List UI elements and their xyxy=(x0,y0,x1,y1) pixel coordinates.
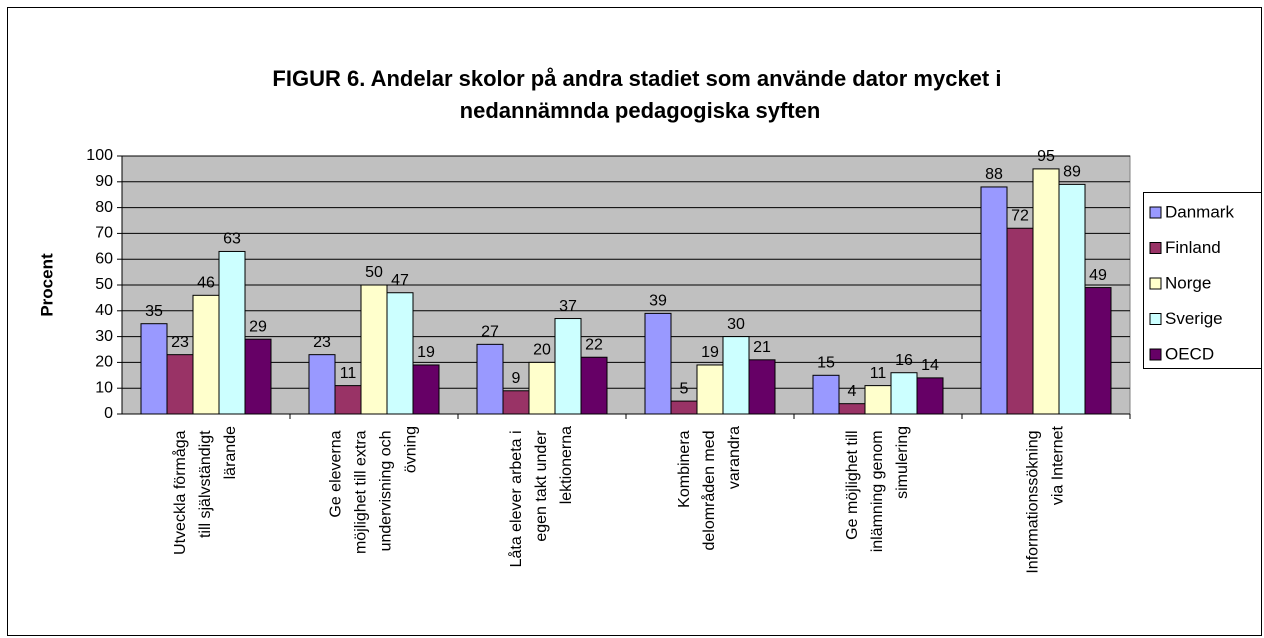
legend-label: OECD xyxy=(1165,344,1214,363)
data-label: 89 xyxy=(1063,164,1081,181)
data-label: 39 xyxy=(649,293,667,310)
bar xyxy=(916,377,944,415)
data-label: 37 xyxy=(559,298,577,315)
data-label: 50 xyxy=(365,264,383,281)
bar xyxy=(980,186,1008,415)
bar xyxy=(360,284,388,415)
legend-label: Sverige xyxy=(1165,309,1223,328)
x-tick-label: Utveckla förmåga till självständigt lära… xyxy=(171,426,239,555)
bar xyxy=(696,364,724,415)
data-label: 49 xyxy=(1089,267,1107,284)
data-label: 29 xyxy=(249,318,267,335)
x-tick-label: Kombinera delområden med varandra xyxy=(676,426,743,551)
y-tick-label: 80 xyxy=(95,199,113,216)
x-tick-label: Informationssökning via Internet xyxy=(1025,425,1067,573)
x-tick-label: Ge möjlighet till inlämning genom simule… xyxy=(844,426,911,552)
data-label: 35 xyxy=(145,303,163,320)
bar xyxy=(476,343,504,415)
bar xyxy=(218,250,246,415)
bar xyxy=(838,403,866,415)
data-label: 30 xyxy=(727,316,745,333)
bar xyxy=(812,374,840,415)
bar xyxy=(166,354,194,415)
data-label: 22 xyxy=(585,336,603,353)
legend-swatch xyxy=(1149,313,1162,325)
y-tick-label: 40 xyxy=(95,302,113,319)
data-label: 11 xyxy=(870,365,887,382)
bar xyxy=(412,364,440,415)
legend-label: Finland xyxy=(1165,238,1221,257)
y-tick-label: 20 xyxy=(95,354,113,371)
bar xyxy=(1084,287,1112,415)
data-label: 72 xyxy=(1011,207,1029,224)
bar xyxy=(670,400,698,415)
bar xyxy=(748,359,776,415)
data-label: 27 xyxy=(481,324,499,341)
bar xyxy=(192,294,220,415)
data-label: 95 xyxy=(1037,148,1055,165)
bar xyxy=(308,354,336,415)
bar xyxy=(722,336,750,415)
data-label: 15 xyxy=(817,355,835,372)
data-label: 21 xyxy=(753,339,771,356)
y-tick-label: 50 xyxy=(95,276,113,293)
data-label: 19 xyxy=(417,344,435,361)
bar xyxy=(580,356,608,415)
y-tick-label: 10 xyxy=(95,379,113,396)
data-label: 11 xyxy=(340,365,357,382)
bar xyxy=(890,372,918,415)
data-label: 19 xyxy=(701,344,719,361)
legend-label: Norge xyxy=(1165,273,1211,292)
y-tick-label: 30 xyxy=(95,328,113,345)
bar xyxy=(1058,183,1086,415)
data-label: 5 xyxy=(680,380,689,397)
legend-swatch xyxy=(1149,348,1162,361)
data-label: 9 xyxy=(512,370,521,387)
data-label: 88 xyxy=(985,166,1003,183)
bar xyxy=(140,323,168,415)
x-tick-label: Ge eleverna möjlighet till extra undervi… xyxy=(328,426,420,554)
data-label: 63 xyxy=(223,231,241,248)
bar xyxy=(1006,227,1034,415)
bar xyxy=(644,312,672,415)
data-label: 47 xyxy=(391,272,409,289)
legend-box xyxy=(1143,192,1262,369)
y-axis-label: Procent xyxy=(37,253,56,317)
bar xyxy=(528,361,556,415)
y-tick-label: 0 xyxy=(104,405,113,422)
data-label: 16 xyxy=(895,352,913,369)
legend-label: Danmark xyxy=(1165,202,1234,221)
x-tick-label: Låta elever arbeta i egen takt under lek… xyxy=(507,426,575,568)
bar xyxy=(502,390,530,415)
data-label: 23 xyxy=(171,334,189,351)
y-tick-label: 60 xyxy=(95,250,113,267)
data-label: 4 xyxy=(848,383,857,400)
legend-swatch xyxy=(1149,242,1162,254)
data-label: 20 xyxy=(533,342,551,359)
bar xyxy=(334,385,362,415)
y-tick-label: 90 xyxy=(95,173,113,190)
bar xyxy=(1032,168,1060,415)
legend-swatch xyxy=(1149,206,1162,219)
data-label: 23 xyxy=(313,334,331,351)
y-tick-label: 100 xyxy=(86,147,113,164)
bar xyxy=(554,318,582,415)
data-label: 46 xyxy=(197,275,215,292)
bar xyxy=(244,338,272,415)
bar xyxy=(864,385,892,415)
y-tick-label: 70 xyxy=(95,225,113,242)
legend-swatch xyxy=(1149,277,1162,290)
chart-title: FIGUR 6. Andelar skolor på andra stadiet… xyxy=(272,66,1007,123)
bar xyxy=(386,292,414,415)
data-label: 14 xyxy=(921,357,939,374)
